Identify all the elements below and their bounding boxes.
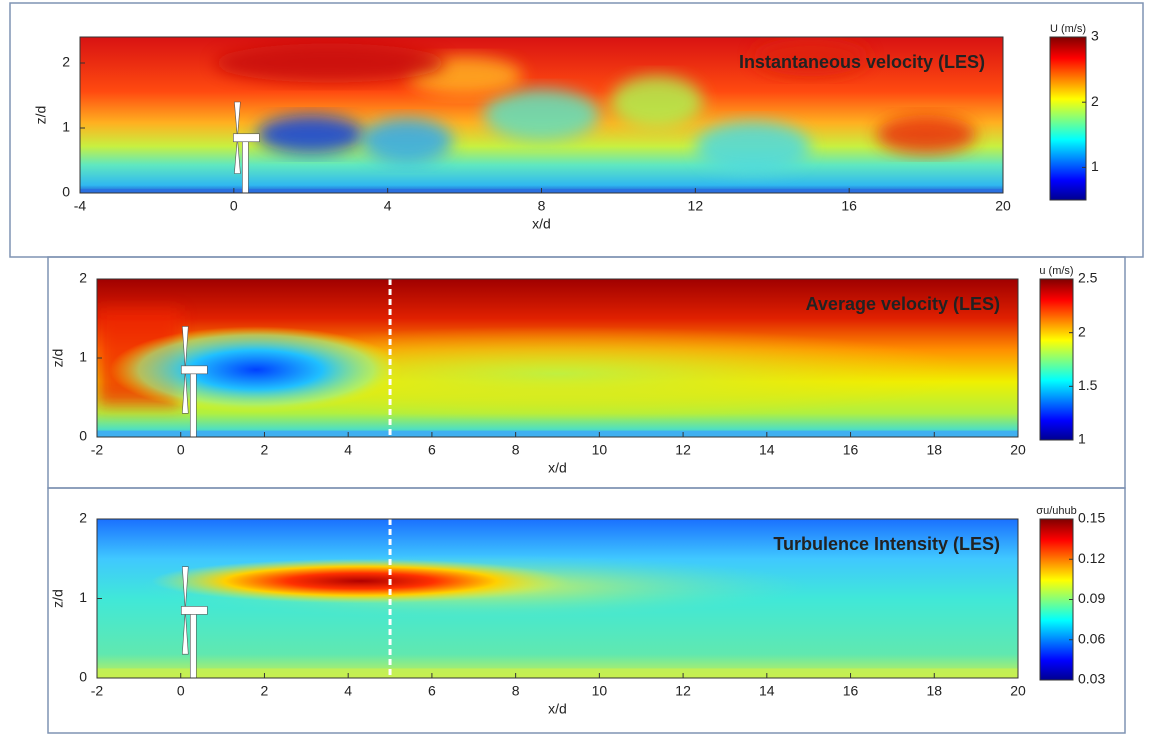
y-tick-label: 0: [62, 184, 70, 200]
field-blob: [695, 121, 811, 174]
field-blob: [876, 115, 977, 154]
colorbar-tick-label: 3: [1091, 28, 1099, 44]
colorbar-tick-label: 0.03: [1078, 671, 1105, 687]
colorbar-tick-label: 1: [1078, 431, 1086, 447]
panel: Average velocity (LES)-2 0 2 4 6 8 10 12 14 16 18 2…: [50, 265, 1098, 476]
colorbar: [1039, 278, 1074, 441]
x-tick-label: 8: [512, 442, 520, 458]
x-tick-label: 4: [344, 683, 352, 699]
field-blob: [360, 118, 454, 164]
field-blob: [214, 43, 446, 83]
y-tick-label: 1: [79, 589, 87, 605]
x-tick-label: -2: [91, 683, 104, 699]
x-tick-label: 16: [841, 198, 857, 214]
y-tick-label: 2: [79, 510, 87, 526]
turbine-tower: [189, 610, 197, 678]
field-floor: [97, 668, 1018, 678]
x-tick-label: 2: [261, 683, 269, 699]
panel-frame: [47, 487, 1126, 734]
y-tick-label: 1: [62, 119, 70, 135]
panel: Instantaneous velocity (LES)-4 0 4 8 12 16 200…: [33, 23, 1099, 232]
x-axis-label: x/d: [548, 460, 567, 476]
x-tick-label: 0: [230, 198, 238, 214]
x-tick-label: 14: [759, 683, 775, 699]
x-tick-label: 10: [592, 683, 608, 699]
panel-title: Average velocity (LES): [806, 294, 1000, 314]
x-tick-label: 18: [926, 442, 942, 458]
x-axis-label: x/d: [532, 216, 551, 232]
field-hot: [151, 558, 571, 604]
field-wake: [109, 326, 403, 414]
y-tick-label: 1: [79, 349, 87, 365]
turbine-blade: [181, 566, 189, 655]
x-tick-label: 16: [843, 442, 859, 458]
turbine-tower: [189, 369, 197, 437]
x-tick-label: -2: [91, 442, 104, 458]
y-tick-label: 0: [79, 669, 87, 685]
turbine-nacelle: [180, 365, 208, 375]
turbine-blade: [234, 101, 241, 174]
x-tick-label: 20: [995, 198, 1011, 214]
panel-title: Turbulence Intensity (LES): [773, 534, 1000, 554]
x-tick-label: 20: [1010, 442, 1026, 458]
heatmap: [97, 519, 1018, 678]
colorbar-tick-label: 0.09: [1078, 590, 1105, 606]
y-axis-label: z/d: [50, 589, 66, 608]
x-tick-label: 18: [926, 683, 942, 699]
x-tick-label: 2: [261, 442, 269, 458]
field-blob: [483, 89, 600, 141]
turbine-blade: [181, 326, 189, 414]
y-axis-label: z/d: [50, 349, 66, 368]
plots: Instantaneous velocity (LES)-4 0 4 8 12 16 200…: [33, 23, 1106, 717]
colorbar: [1039, 518, 1074, 681]
colorbar-label: σu/uhub: [1036, 505, 1076, 517]
colorbar-tick-label: 2.5: [1078, 270, 1098, 286]
colorbar: [1049, 36, 1087, 201]
colorbar-tick-label: 2: [1091, 93, 1099, 109]
colorbar-tick-label: 2: [1078, 323, 1086, 339]
colorbar-tick-label: 1: [1091, 158, 1099, 174]
x-tick-label: 12: [688, 198, 704, 214]
field-blob: [256, 115, 365, 154]
y-tick-label: 2: [79, 270, 87, 286]
x-axis-label: x/d: [548, 701, 567, 717]
x-tick-label: 14: [759, 442, 775, 458]
y-tick-label: 0: [79, 428, 87, 444]
turbine-nacelle: [180, 606, 208, 615]
turbine-tower: [242, 137, 249, 193]
heatmap: [97, 279, 1018, 437]
field-blob: [610, 76, 704, 128]
field-blob: [753, 37, 869, 76]
colorbar-tick-label: 0.15: [1078, 510, 1105, 526]
x-tick-label: 8: [538, 198, 546, 214]
x-tick-label: 0: [177, 442, 185, 458]
x-tick-label: 6: [428, 442, 436, 458]
x-tick-label: 4: [384, 198, 392, 214]
colorbar-label: U (m/s): [1050, 23, 1086, 35]
x-tick-label: 4: [344, 442, 352, 458]
x-tick-label: 20: [1010, 683, 1026, 699]
x-tick-label: 16: [843, 683, 859, 699]
x-tick-label: 0: [177, 683, 185, 699]
x-tick-label: -4: [74, 198, 87, 214]
field-floor: [97, 430, 1018, 437]
y-tick-label: 2: [62, 54, 70, 70]
x-tick-label: 6: [428, 683, 436, 699]
colorbar-tick-label: 0.06: [1078, 630, 1105, 646]
panel: Turbulence Intensity (LES)-2 0 2 4 6 8 10 12 14 1…: [50, 505, 1106, 717]
x-tick-label: 12: [675, 442, 691, 458]
x-tick-label: 12: [675, 683, 691, 699]
colorbar-label: u (m/s): [1039, 265, 1073, 277]
panel-title: Instantaneous velocity (LES): [739, 52, 985, 72]
y-axis-label: z/d: [33, 106, 49, 125]
x-tick-label: 8: [512, 683, 520, 699]
colorbar-tick-label: 0.12: [1078, 550, 1105, 566]
heatmap: [80, 37, 1003, 193]
x-tick-label: 10: [592, 442, 608, 458]
turbine-nacelle: [233, 133, 260, 143]
colorbar-tick-label: 1.5: [1078, 377, 1098, 393]
